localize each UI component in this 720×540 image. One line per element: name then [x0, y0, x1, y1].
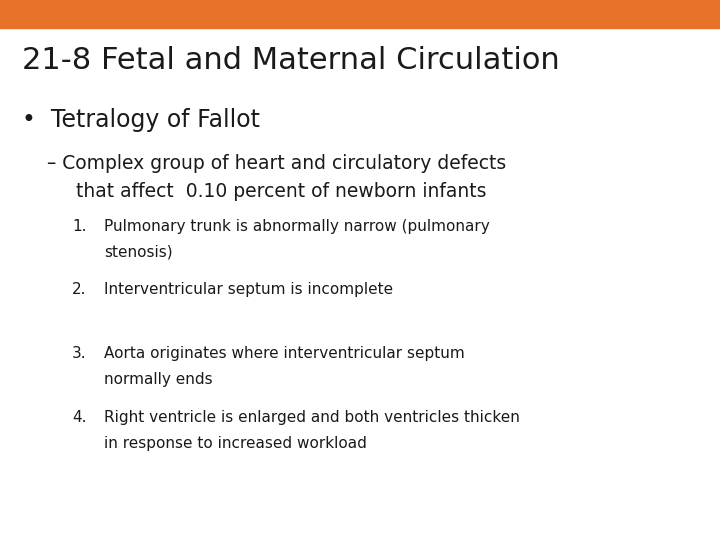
- Text: 1.: 1.: [72, 219, 86, 234]
- Text: – Complex group of heart and circulatory defects: – Complex group of heart and circulatory…: [47, 154, 506, 173]
- Text: Pulmonary trunk is abnormally narrow (pulmonary: Pulmonary trunk is abnormally narrow (pu…: [104, 219, 490, 234]
- Text: stenosis): stenosis): [104, 245, 173, 260]
- Text: 21-8 Fetal and Maternal Circulation: 21-8 Fetal and Maternal Circulation: [22, 46, 559, 75]
- Text: Interventricular septum is incomplete: Interventricular septum is incomplete: [104, 282, 394, 298]
- Text: •  Tetralogy of Fallot: • Tetralogy of Fallot: [22, 108, 260, 132]
- Text: 4.: 4.: [72, 410, 86, 425]
- Text: Aorta originates where interventricular septum: Aorta originates where interventricular …: [104, 346, 465, 361]
- Text: in response to increased workload: in response to increased workload: [104, 436, 367, 451]
- Text: Right ventricle is enlarged and both ventricles thicken: Right ventricle is enlarged and both ven…: [104, 410, 521, 425]
- Text: normally ends: normally ends: [104, 372, 213, 387]
- Text: 2.: 2.: [72, 282, 86, 298]
- Bar: [0, 0, 720, 28]
- Text: 3.: 3.: [72, 346, 86, 361]
- Text: that affect  0.10 percent of newborn infants: that affect 0.10 percent of newborn infa…: [58, 182, 486, 201]
